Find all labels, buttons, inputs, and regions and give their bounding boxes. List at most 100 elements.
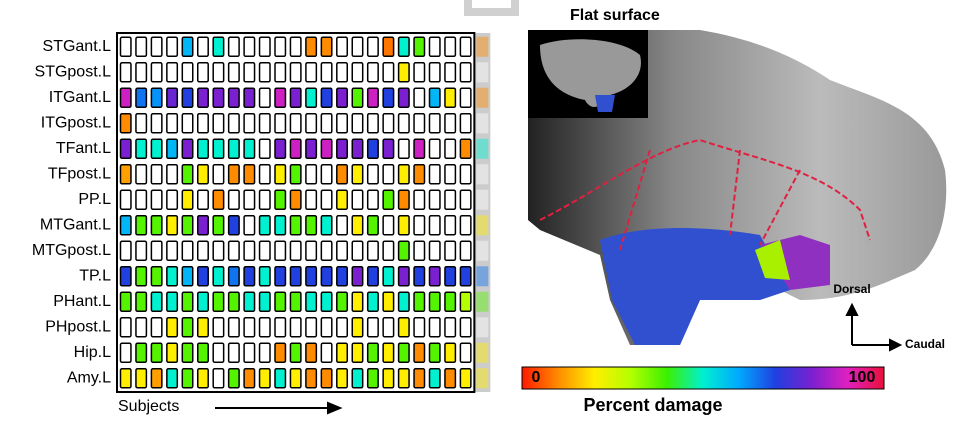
cell <box>136 216 146 235</box>
cell <box>213 190 223 209</box>
cell <box>213 114 223 133</box>
cell <box>399 63 409 82</box>
cell <box>275 241 285 260</box>
cell <box>460 63 470 82</box>
cell <box>430 267 440 286</box>
cell <box>321 369 331 388</box>
summary-cell <box>476 241 488 261</box>
cell <box>321 216 331 235</box>
cell <box>275 88 285 107</box>
cell <box>352 114 362 133</box>
cell <box>244 190 254 209</box>
cell <box>121 63 131 82</box>
cell <box>290 241 300 260</box>
cell <box>121 88 131 107</box>
cell <box>430 241 440 260</box>
cell <box>321 267 331 286</box>
cell <box>414 267 424 286</box>
cell <box>306 139 316 158</box>
cell <box>383 63 393 82</box>
cell <box>167 63 177 82</box>
cell <box>244 139 254 158</box>
cell <box>337 190 347 209</box>
cell <box>151 369 161 388</box>
cell <box>445 88 455 107</box>
cell <box>121 37 131 56</box>
summary-cell <box>476 88 488 108</box>
cell <box>167 318 177 337</box>
cell <box>182 343 192 362</box>
cell <box>275 267 285 286</box>
cell <box>352 37 362 56</box>
cell <box>229 165 239 184</box>
cell <box>368 267 378 286</box>
cell <box>337 216 347 235</box>
cell <box>321 343 331 362</box>
cell <box>445 165 455 184</box>
cell <box>399 343 409 362</box>
cell <box>290 343 300 362</box>
cell <box>260 139 270 158</box>
cell <box>399 267 409 286</box>
cell <box>136 37 146 56</box>
cell <box>182 88 192 107</box>
cell <box>414 63 424 82</box>
cell <box>306 241 316 260</box>
cell <box>383 267 393 286</box>
cell <box>368 292 378 311</box>
cell <box>229 114 239 133</box>
cell <box>352 267 362 286</box>
cell <box>414 216 424 235</box>
cell <box>368 88 378 107</box>
cell <box>182 114 192 133</box>
cell <box>306 216 316 235</box>
cell <box>213 37 223 56</box>
cell <box>414 241 424 260</box>
cell <box>121 241 131 260</box>
cell <box>430 88 440 107</box>
row-label: TP.L <box>79 267 111 284</box>
cell <box>337 63 347 82</box>
cell <box>352 369 362 388</box>
cell <box>260 216 270 235</box>
cell <box>198 369 208 388</box>
cell <box>306 37 316 56</box>
cell <box>368 63 378 82</box>
cell <box>321 292 331 311</box>
row-label: PHpost.L <box>45 318 111 335</box>
cell <box>244 343 254 362</box>
cell <box>260 88 270 107</box>
cell <box>275 114 285 133</box>
cell <box>260 343 270 362</box>
cell <box>229 63 239 82</box>
cell <box>383 190 393 209</box>
cell <box>321 318 331 337</box>
cell <box>244 63 254 82</box>
row-label: ITGant.L <box>49 89 111 106</box>
cell <box>136 369 146 388</box>
cell <box>399 292 409 311</box>
cell <box>182 267 192 286</box>
cell <box>430 216 440 235</box>
cell <box>414 190 424 209</box>
summary-cell <box>476 113 488 133</box>
cell <box>352 241 362 260</box>
cell <box>244 165 254 184</box>
cell <box>368 241 378 260</box>
cell <box>213 267 223 286</box>
cell <box>198 63 208 82</box>
cell <box>151 37 161 56</box>
cell <box>229 267 239 286</box>
connector <box>468 0 515 12</box>
cell <box>368 216 378 235</box>
cell <box>260 369 270 388</box>
cell <box>198 318 208 337</box>
cell <box>399 114 409 133</box>
cell <box>337 88 347 107</box>
cell <box>198 88 208 107</box>
cell <box>445 216 455 235</box>
orientation-up: Dorsal <box>833 282 870 296</box>
cell <box>182 292 192 311</box>
cell <box>321 241 331 260</box>
cell <box>337 139 347 158</box>
